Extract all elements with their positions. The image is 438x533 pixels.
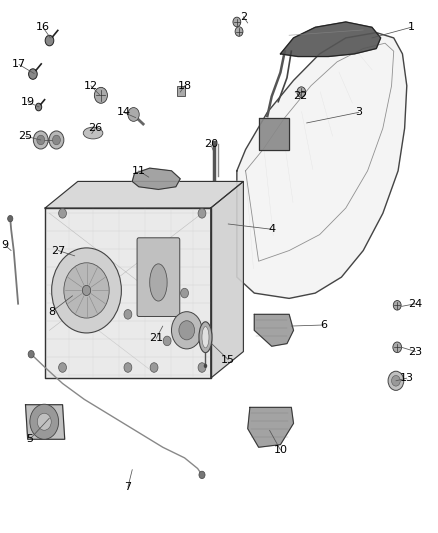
- Text: 12: 12: [84, 81, 98, 91]
- Polygon shape: [132, 168, 180, 189]
- Text: 27: 27: [51, 246, 65, 255]
- Ellipse shape: [202, 327, 209, 348]
- Text: 15: 15: [221, 354, 235, 365]
- Circle shape: [28, 351, 34, 358]
- Circle shape: [49, 131, 64, 149]
- Circle shape: [198, 363, 206, 372]
- Circle shape: [163, 336, 171, 346]
- Circle shape: [28, 69, 37, 79]
- Polygon shape: [259, 118, 289, 150]
- Polygon shape: [280, 22, 381, 56]
- FancyBboxPatch shape: [177, 86, 185, 96]
- Polygon shape: [254, 314, 293, 346]
- Circle shape: [33, 131, 48, 149]
- FancyBboxPatch shape: [137, 238, 180, 317]
- Circle shape: [179, 321, 194, 340]
- Circle shape: [45, 35, 54, 46]
- Circle shape: [235, 27, 243, 36]
- Text: 11: 11: [132, 166, 146, 176]
- Polygon shape: [45, 181, 244, 208]
- Text: 23: 23: [409, 346, 423, 357]
- Circle shape: [388, 371, 404, 390]
- Polygon shape: [25, 405, 65, 439]
- Text: 24: 24: [408, 298, 423, 309]
- Text: 4: 4: [268, 224, 275, 235]
- Text: 8: 8: [48, 306, 55, 317]
- Text: 10: 10: [273, 445, 287, 455]
- Circle shape: [59, 363, 67, 372]
- Text: 2: 2: [240, 12, 247, 22]
- Circle shape: [59, 208, 67, 218]
- Text: 16: 16: [36, 22, 50, 33]
- Text: 6: 6: [321, 320, 328, 330]
- Circle shape: [204, 364, 207, 368]
- Circle shape: [53, 135, 60, 145]
- Text: 21: 21: [149, 333, 163, 343]
- Circle shape: [82, 285, 91, 295]
- Text: 7: 7: [124, 482, 131, 492]
- Circle shape: [37, 135, 45, 145]
- Circle shape: [94, 87, 107, 103]
- Circle shape: [37, 413, 51, 430]
- Circle shape: [124, 310, 132, 319]
- Circle shape: [180, 288, 188, 298]
- Polygon shape: [248, 407, 293, 447]
- Polygon shape: [211, 181, 244, 378]
- Ellipse shape: [199, 322, 212, 353]
- Circle shape: [64, 263, 109, 318]
- Text: 14: 14: [117, 107, 131, 117]
- Circle shape: [150, 363, 158, 372]
- Text: 17: 17: [12, 60, 26, 69]
- Text: 13: 13: [400, 373, 414, 383]
- Text: 5: 5: [26, 434, 33, 445]
- Text: 18: 18: [177, 81, 191, 91]
- Circle shape: [52, 248, 121, 333]
- Circle shape: [172, 312, 202, 349]
- Polygon shape: [45, 208, 211, 378]
- Ellipse shape: [83, 127, 103, 139]
- Text: 20: 20: [204, 139, 218, 149]
- Circle shape: [199, 471, 205, 479]
- Circle shape: [7, 215, 13, 222]
- Text: 26: 26: [88, 123, 102, 133]
- Circle shape: [124, 363, 132, 372]
- Polygon shape: [237, 33, 407, 298]
- Text: 22: 22: [293, 91, 307, 101]
- Text: 1: 1: [408, 22, 415, 33]
- Text: 3: 3: [355, 107, 362, 117]
- Circle shape: [392, 375, 400, 386]
- Circle shape: [30, 404, 59, 439]
- Text: 25: 25: [18, 131, 32, 141]
- Circle shape: [233, 17, 241, 27]
- Circle shape: [393, 342, 402, 353]
- Ellipse shape: [150, 264, 167, 301]
- Text: 9: 9: [1, 240, 9, 250]
- Circle shape: [393, 301, 401, 310]
- Circle shape: [198, 208, 206, 218]
- Circle shape: [35, 103, 42, 111]
- Circle shape: [128, 108, 139, 122]
- Circle shape: [297, 87, 306, 98]
- Text: 19: 19: [21, 96, 35, 107]
